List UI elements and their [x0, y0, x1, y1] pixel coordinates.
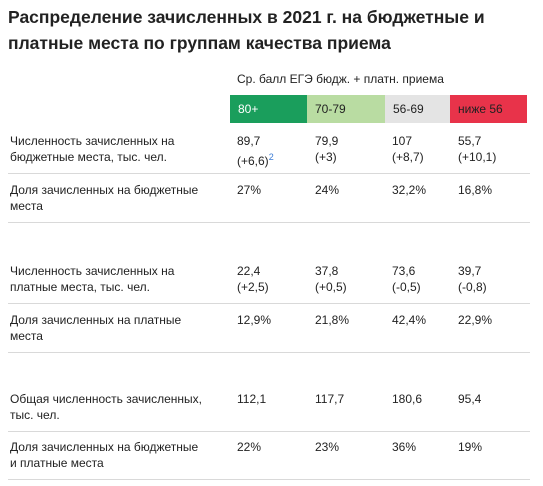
cell-value: 16,8% — [458, 183, 493, 197]
row-separator — [8, 352, 530, 353]
cell-value: 79,9 — [315, 134, 339, 148]
row-label: и платные места — [10, 456, 104, 470]
row-separator — [8, 479, 530, 480]
cell-value: 22,9% — [458, 313, 493, 327]
subheader: Ср. балл ЕГЭ бюдж. + платн. приема — [237, 72, 444, 86]
row-label: места — [10, 329, 43, 343]
cell-value: 55,7 — [458, 134, 482, 148]
footnote-ref: 2 — [268, 152, 274, 162]
cell-value: 117,7 — [315, 392, 345, 406]
cell-value: 22,4 — [237, 264, 261, 278]
row-separator — [8, 431, 530, 432]
cell-value: 73,6 — [392, 264, 416, 278]
cell-value: 32,2% — [392, 183, 427, 197]
row-label: Численность зачисленных на — [10, 264, 175, 278]
row-label: Общая численность зачисленных, — [10, 392, 202, 406]
row-label: Доля зачисленных на бюджетные — [10, 440, 199, 454]
cell-change: (+8,7) — [392, 150, 424, 164]
row-label: места — [10, 199, 43, 213]
cell-value: 112,1 — [237, 392, 267, 406]
cell-value: 89,7 — [237, 134, 261, 148]
cell-change: (+6,6)2 — [237, 152, 274, 168]
cell-change: (+0,5) — [315, 280, 347, 294]
row-label: Доля зачисленных на бюджетные — [10, 183, 199, 197]
cell-value: 42,4% — [392, 313, 427, 327]
group-header: ниже 56 — [450, 95, 527, 123]
cell-value: 27% — [237, 183, 262, 197]
cell-value: 21,8% — [315, 313, 350, 327]
cell-value: 37,8 — [315, 264, 339, 278]
cell-change: (+2,5) — [237, 280, 269, 294]
cell-value: 22% — [237, 440, 262, 454]
row-separator — [8, 173, 530, 174]
row-label: Численность зачисленных на — [10, 134, 175, 148]
group-header: 70-79 — [307, 95, 385, 123]
cell-value: 39,7 — [458, 264, 482, 278]
cell-value: 23% — [315, 440, 340, 454]
row-label: бюджетные места, тыс. чел. — [10, 150, 167, 164]
cell-change: (-0,8) — [458, 280, 487, 294]
cell-value: 180,6 — [392, 392, 423, 406]
group-header: 80+ — [230, 95, 307, 123]
row-label: платные места, тыс. чел. — [10, 280, 150, 294]
cell-value: 107 — [392, 134, 413, 148]
group-header: 56-69 — [385, 95, 450, 123]
cell-value: 24% — [315, 183, 340, 197]
cell-value: 95,4 — [458, 392, 482, 406]
cell-value: 36% — [392, 440, 417, 454]
title: Распределение зачисленных в 2021 г. на б… — [8, 7, 485, 53]
row-label: Доля зачисленных на платные — [10, 313, 182, 327]
cell-change: (+10,1) — [458, 150, 497, 164]
row-label: тыс. чел. — [10, 408, 60, 422]
row-separator — [8, 303, 530, 304]
row-separator — [8, 222, 530, 223]
cell-value: 19% — [458, 440, 483, 454]
cell-value: 12,9% — [237, 313, 272, 327]
cell-change: (-0,5) — [392, 280, 421, 294]
cell-change: (+3) — [315, 150, 337, 164]
